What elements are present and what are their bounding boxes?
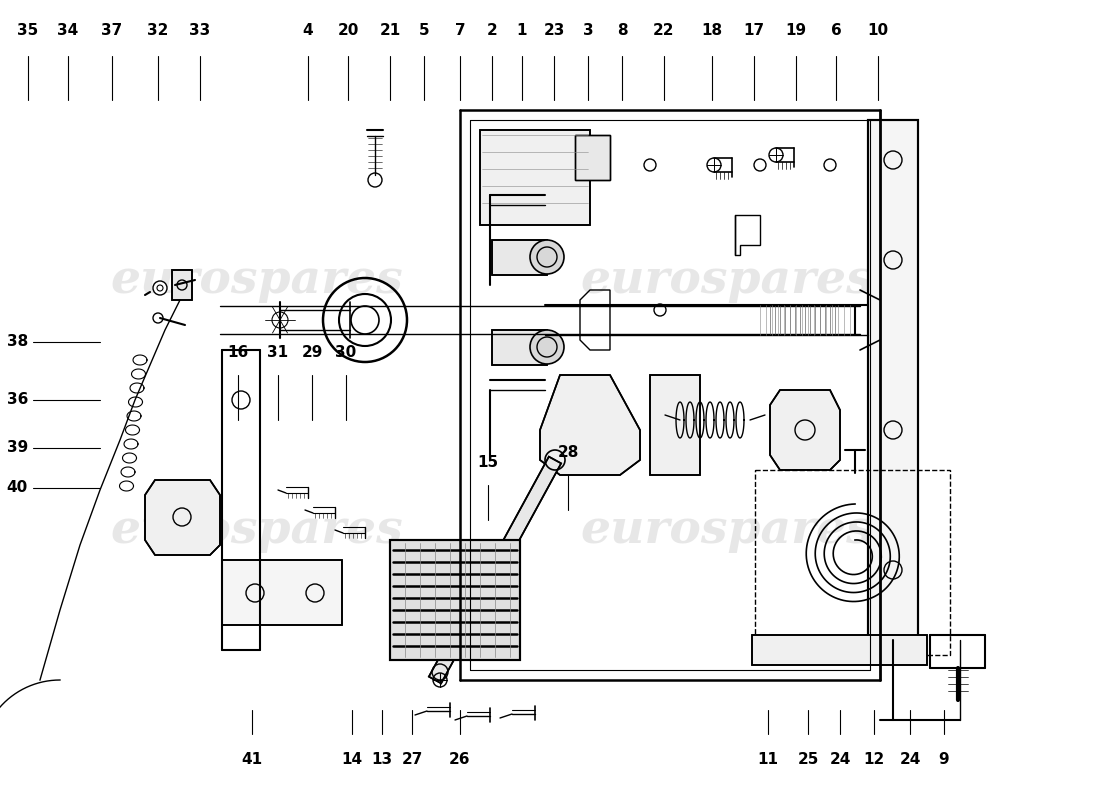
- Polygon shape: [540, 375, 640, 475]
- Text: 26: 26: [449, 752, 471, 767]
- Circle shape: [153, 313, 163, 323]
- Text: 11: 11: [758, 752, 779, 767]
- Bar: [868, 120, 918, 640]
- Polygon shape: [650, 375, 700, 475]
- Text: 31: 31: [267, 345, 288, 360]
- Text: 25: 25: [798, 752, 818, 767]
- Bar: [222, 560, 342, 625]
- Text: 36: 36: [7, 393, 28, 407]
- Text: 18: 18: [702, 23, 723, 38]
- Text: 14: 14: [341, 752, 363, 767]
- Text: 19: 19: [785, 23, 806, 38]
- Bar: [868, 120, 918, 640]
- Text: 38: 38: [7, 334, 28, 350]
- Text: 35: 35: [18, 23, 38, 38]
- Circle shape: [153, 281, 167, 295]
- Text: 10: 10: [868, 23, 889, 38]
- Circle shape: [530, 240, 564, 274]
- Text: 30: 30: [336, 345, 356, 360]
- Bar: [172, 270, 192, 300]
- Bar: [752, 635, 927, 665]
- Text: 3: 3: [583, 23, 593, 38]
- Text: 9: 9: [938, 752, 949, 767]
- Text: 28: 28: [558, 445, 579, 460]
- Text: 4: 4: [302, 23, 313, 38]
- Text: 34: 34: [57, 23, 78, 38]
- Text: 37: 37: [101, 23, 122, 38]
- Text: 24: 24: [829, 752, 850, 767]
- Bar: [492, 330, 547, 365]
- Text: 41: 41: [241, 752, 263, 767]
- Text: 1: 1: [517, 23, 527, 38]
- Text: 5: 5: [419, 23, 429, 38]
- Bar: [492, 240, 547, 275]
- Text: 20: 20: [338, 23, 359, 38]
- Text: 12: 12: [864, 752, 884, 767]
- Text: 39: 39: [7, 441, 28, 455]
- Bar: [480, 130, 590, 225]
- Circle shape: [530, 330, 564, 364]
- Text: eurospares: eurospares: [110, 507, 403, 553]
- Text: 21: 21: [379, 23, 400, 38]
- Text: 22: 22: [653, 23, 674, 38]
- Bar: [492, 330, 547, 365]
- Polygon shape: [145, 480, 220, 555]
- Text: 6: 6: [830, 23, 842, 38]
- Bar: [172, 270, 192, 300]
- Text: 23: 23: [543, 23, 564, 38]
- Polygon shape: [429, 457, 561, 683]
- Bar: [755, 470, 950, 655]
- Text: 7: 7: [454, 23, 465, 38]
- Bar: [480, 130, 590, 225]
- Text: 29: 29: [301, 345, 322, 360]
- Text: 32: 32: [147, 23, 168, 38]
- Text: 40: 40: [7, 481, 28, 495]
- Text: 15: 15: [477, 455, 498, 470]
- Bar: [390, 540, 520, 660]
- Bar: [492, 240, 547, 275]
- Bar: [575, 135, 611, 180]
- Text: eurospares: eurospares: [580, 257, 872, 303]
- Text: 24: 24: [900, 752, 921, 767]
- Text: 13: 13: [372, 752, 393, 767]
- Bar: [222, 560, 342, 625]
- Bar: [390, 540, 520, 660]
- Text: eurospares: eurospares: [580, 507, 872, 553]
- Bar: [575, 135, 611, 180]
- Text: 17: 17: [744, 23, 764, 38]
- Text: eurospares: eurospares: [110, 257, 403, 303]
- Polygon shape: [770, 390, 840, 470]
- Bar: [752, 635, 927, 665]
- Text: 8: 8: [617, 23, 627, 38]
- Text: 16: 16: [228, 345, 249, 360]
- Text: 2: 2: [486, 23, 497, 38]
- Text: 27: 27: [402, 752, 422, 767]
- Text: 33: 33: [189, 23, 210, 38]
